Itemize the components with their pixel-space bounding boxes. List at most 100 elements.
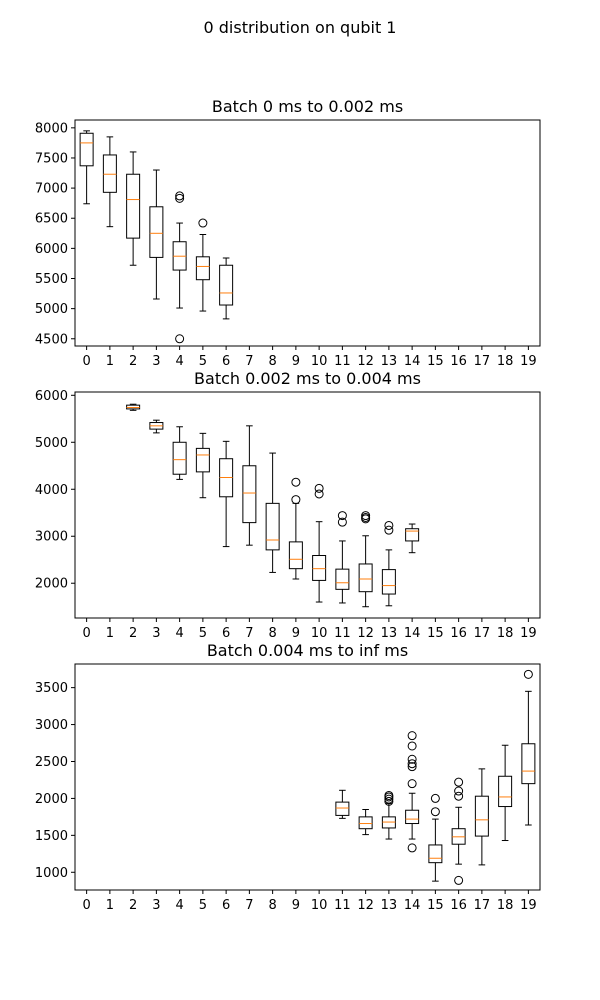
outlier-point [430, 793, 440, 803]
outlier-point [337, 511, 347, 521]
y-tick-label: 6000 [35, 242, 68, 257]
x-tick-label: 4 [175, 898, 183, 913]
box-iqr [428, 844, 443, 864]
x-tick-label: 16 [450, 898, 467, 913]
x-tick-label: 5 [199, 354, 207, 369]
y-tick-label: 5000 [35, 436, 68, 451]
x-tick-label: 7 [245, 898, 253, 913]
x-tick-label: 16 [450, 626, 467, 641]
box-iqr [335, 801, 350, 816]
box-17 [474, 768, 489, 866]
x-tick-label: 8 [268, 898, 276, 913]
x-tick-label: 0 [82, 354, 90, 369]
box-14 [405, 523, 420, 554]
box-iqr [288, 541, 303, 570]
box-iqr [498, 775, 513, 808]
box-11 [335, 511, 350, 604]
subplot-title: Batch 0.004 ms to inf ms [207, 641, 408, 660]
x-tick-label: 3 [152, 626, 160, 641]
x-tick-label: 0 [82, 626, 90, 641]
box-5 [195, 218, 210, 312]
box-iqr [474, 795, 489, 837]
outlier-point [175, 191, 185, 201]
y-tick-label: 3000 [35, 530, 68, 545]
axes-frame [74, 119, 541, 347]
x-tick-label: 10 [311, 354, 328, 369]
box-19 [521, 669, 536, 826]
subplots-container: Batch 0 ms to 0.002 ms0 1 2 3 4 5 6 7 8 9 10 11 12 13… [35, 97, 541, 913]
x-tick-label: 10 [311, 898, 328, 913]
x-tick-label: 1 [106, 354, 114, 369]
outlier-point [291, 495, 301, 505]
x-tick-label: 13 [381, 898, 398, 913]
x-tick-label: 7 [245, 354, 253, 369]
x-tick-label: 12 [357, 626, 374, 641]
outlier-point [454, 786, 464, 796]
subplot-title: Batch 0.002 ms to 0.004 ms [194, 369, 421, 388]
y-tick-label: 1500 [35, 829, 68, 844]
x-tick-label: 14 [404, 626, 421, 641]
x-tick-label: 18 [497, 898, 514, 913]
outlier-point [175, 334, 185, 344]
box-2 [126, 151, 141, 266]
box-iqr [172, 441, 187, 475]
x-tick-label: 8 [268, 626, 276, 641]
x-tick-label: 1 [106, 898, 114, 913]
x-tick-label: 9 [292, 626, 300, 641]
box-11 [335, 789, 350, 819]
x-tick-label: 10 [311, 626, 328, 641]
outlier-point [314, 489, 324, 499]
box-14 [405, 731, 420, 853]
x-tick-label: 7 [245, 626, 253, 641]
x-tick-label: 13 [381, 354, 398, 369]
box-iqr [358, 816, 373, 830]
subplot-title: Batch 0 ms to 0.002 ms [212, 97, 403, 116]
x-tick-label: 4 [175, 626, 183, 641]
x-tick-label: 6 [222, 354, 230, 369]
y-tick-label: 7000 [35, 182, 68, 197]
x-tick-label: 6 [222, 898, 230, 913]
x-tick-label: 12 [357, 898, 374, 913]
box-6 [219, 257, 234, 320]
y-tick-label: 5500 [35, 272, 68, 287]
y-tick-label: 5000 [35, 302, 68, 317]
outlier-point [407, 754, 417, 764]
outlier-point [430, 807, 440, 817]
outlier-point [337, 517, 347, 527]
x-tick-label: 15 [427, 354, 444, 369]
subplot-2: Batch 0.004 ms to inf ms0 1 2 3 4 5 6 7 8 9 10 11 12… [35, 641, 541, 913]
box-iqr [195, 256, 210, 281]
x-tick-label: 6 [222, 626, 230, 641]
outlier-point [454, 791, 464, 801]
x-tick-label: 11 [334, 898, 351, 913]
outlier-point [407, 762, 417, 772]
y-tick-label: 8000 [35, 121, 68, 136]
figure-suptitle: 0 distribution on qubit 1 [204, 18, 397, 37]
y-tick-label: 7500 [35, 151, 68, 166]
x-tick-label: 17 [474, 898, 491, 913]
box-2 [126, 403, 141, 411]
box-18 [498, 744, 513, 842]
x-tick-label: 5 [199, 626, 207, 641]
x-tick-label: 19 [520, 898, 537, 913]
box-iqr [79, 132, 94, 167]
x-tick-label: 14 [404, 354, 421, 369]
x-tick-label: 14 [404, 898, 421, 913]
x-tick-label: 1 [106, 626, 114, 641]
outlier-point [384, 794, 394, 804]
y-tick-label: 1000 [35, 866, 68, 881]
y-tick-label: 3000 [35, 718, 68, 733]
outlier-point [407, 731, 417, 741]
box-iqr [405, 809, 420, 825]
box-1 [102, 136, 117, 228]
box-iqr [149, 206, 164, 258]
box-12 [358, 511, 373, 608]
box-iqr [126, 173, 141, 239]
subplot-1: Batch 0.002 ms to 0.004 ms0 1 2 3 4 5 6 7 8 9 10 11… [35, 369, 541, 641]
box-iqr [358, 563, 373, 593]
x-tick-label: 9 [292, 354, 300, 369]
x-tick-label: 15 [427, 898, 444, 913]
axes-frame [74, 663, 541, 891]
x-tick-label: 9 [292, 898, 300, 913]
subplot-0: Batch 0 ms to 0.002 ms0 1 2 3 4 5 6 7 8 9 10 11 12 13… [35, 97, 541, 369]
